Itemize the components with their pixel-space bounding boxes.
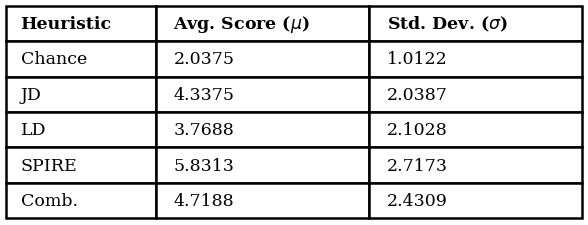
Bar (156, 148, 369, 183)
Bar (6, 148, 156, 183)
Text: Std. Dev. ($\sigma$): Std. Dev. ($\sigma$) (386, 15, 507, 34)
Bar (6, 42, 156, 77)
Text: Comb.: Comb. (21, 192, 78, 209)
Text: Avg. Score ($\mu$): Avg. Score ($\mu$) (173, 14, 310, 35)
Bar (369, 7, 582, 42)
Bar (156, 112, 369, 148)
Text: LD: LD (21, 122, 46, 139)
Text: 4.7188: 4.7188 (173, 192, 234, 209)
Text: 2.4309: 2.4309 (386, 192, 447, 209)
Text: 5.8313: 5.8313 (173, 157, 234, 174)
Text: 2.0387: 2.0387 (386, 86, 447, 103)
Text: 2.7173: 2.7173 (386, 157, 447, 174)
Text: SPIRE: SPIRE (21, 157, 78, 174)
Text: 1.0122: 1.0122 (386, 51, 447, 68)
Text: JD: JD (21, 86, 42, 103)
Bar (156, 183, 369, 218)
Bar (6, 77, 156, 112)
Bar (156, 42, 369, 77)
Bar (369, 77, 582, 112)
Bar (156, 77, 369, 112)
Bar (156, 7, 369, 42)
Bar (369, 183, 582, 218)
Bar (369, 148, 582, 183)
Text: 4.3375: 4.3375 (173, 86, 235, 103)
Bar (369, 42, 582, 77)
Text: 2.0375: 2.0375 (173, 51, 235, 68)
Text: Heuristic: Heuristic (21, 16, 112, 33)
Text: 2.1028: 2.1028 (386, 122, 447, 139)
Text: 3.7688: 3.7688 (173, 122, 234, 139)
Text: Chance: Chance (21, 51, 87, 68)
Bar (6, 183, 156, 218)
Bar (369, 112, 582, 148)
Bar (6, 112, 156, 148)
Bar (6, 7, 156, 42)
